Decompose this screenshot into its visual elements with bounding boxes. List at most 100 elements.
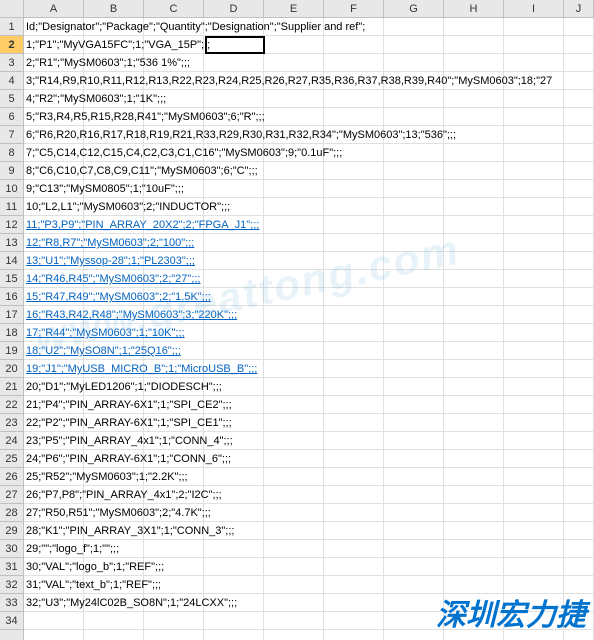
- cell-content[interactable]: 7;"C5,C14,C12,C15,C4,C2,C3,C1,C16";"MySM…: [24, 144, 342, 161]
- sheet-row[interactable]: 23;"P5";"PIN_ARRAY_4x1";1;"CONN_4";;;: [24, 432, 594, 450]
- cell-content[interactable]: [24, 612, 26, 629]
- column-header[interactable]: A: [24, 0, 84, 18]
- row-header[interactable]: 24: [0, 432, 23, 450]
- sheet-row[interactable]: 12;"R8,R7";"MySM0603";2;"100";;;: [24, 234, 594, 252]
- cell-content[interactable]: 2;"R1";"MySM0603";1;"536 1%";;;: [24, 54, 190, 71]
- column-header[interactable]: F: [324, 0, 384, 18]
- row-header[interactable]: 15: [0, 270, 23, 288]
- cell-content[interactable]: 1;"P1";"MyVGA15FC";1;"VGA_15P";;;: [24, 36, 210, 53]
- sheet-row[interactable]: 25;"R52";"MySM0603";1;"2.2K";;;: [24, 468, 594, 486]
- row-header[interactable]: 7: [0, 126, 23, 144]
- cell-content[interactable]: 18;"U2";"MySO8N";1;"25Q16";;;: [24, 342, 181, 359]
- cell-content[interactable]: 20;"D1";"MyLED1206";1;"DIODESCH";;;: [24, 378, 222, 395]
- row-header[interactable]: 23: [0, 414, 23, 432]
- cell-content[interactable]: 30;"VAL";"logo_b";1;"REF";;;: [24, 558, 164, 575]
- cell-content[interactable]: 4;"R2";"MySM0603";1;"1K";;;: [24, 90, 166, 107]
- column-header[interactable]: B: [84, 0, 144, 18]
- row-header[interactable]: 20: [0, 360, 23, 378]
- cell-content[interactable]: Id;"Designator";"Package";"Quantity";"De…: [24, 18, 365, 35]
- sheet-row[interactable]: 28;"K1";"PIN_ARRAY_3X1";1;"CONN_3";;;: [24, 522, 594, 540]
- row-header[interactable]: 22: [0, 396, 23, 414]
- cell-content[interactable]: 28;"K1";"PIN_ARRAY_3X1";1;"CONN_3";;;: [24, 522, 234, 539]
- sheet-row[interactable]: 11;"P3,P9";"PIN_ARRAY_20X2";2;"FPGA_J1";…: [24, 216, 594, 234]
- cell-content[interactable]: 5;"R3,R4,R5,R15,R28,R41";"MySM0603";6;"R…: [24, 108, 265, 125]
- sheet-row[interactable]: 17;"R44";"MySM0603";1;"10K";;;: [24, 324, 594, 342]
- sheet-row[interactable]: 26;"P7,P8";"PIN_ARRAY_4x1";2;"I2C";;;: [24, 486, 594, 504]
- column-header[interactable]: C: [144, 0, 204, 18]
- sheet-row[interactable]: 18;"U2";"MySO8N";1;"25Q16";;;: [24, 342, 594, 360]
- sheet-row[interactable]: 4;"R2";"MySM0603";1;"1K";;;: [24, 90, 594, 108]
- sheet-row[interactable]: 22;"P2";"PIN_ARRAY-6X1";1;"SPI_CE1";;;: [24, 414, 594, 432]
- cell-content[interactable]: 17;"R44";"MySM0603";1;"10K";;;: [24, 324, 185, 341]
- row-header[interactable]: 32: [0, 576, 23, 594]
- row-header[interactable]: 1: [0, 18, 23, 36]
- cell-content[interactable]: 11;"P3,P9";"PIN_ARRAY_20X2";2;"FPGA_J1";…: [24, 216, 259, 233]
- sheet-row[interactable]: 27;"R50,R51";"MySM0603";2;"4.7K";;;: [24, 504, 594, 522]
- sheet-row[interactable]: 10;"L2,L1";"MySM0603";2;"INDUCTOR";;;: [24, 198, 594, 216]
- column-header[interactable]: E: [264, 0, 324, 18]
- cell-content[interactable]: 24;"P6";"PIN_ARRAY-6X1";1;"CONN_6";;;: [24, 450, 231, 467]
- sheet-row[interactable]: 7;"C5,C14,C12,C15,C4,C2,C3,C1,C16";"MySM…: [24, 144, 594, 162]
- cell-content[interactable]: 23;"P5";"PIN_ARRAY_4x1";1;"CONN_4";;;: [24, 432, 233, 449]
- sheet-row[interactable]: 9;"C13";"MySM0805";1;"10uF";;;: [24, 180, 594, 198]
- row-header[interactable]: 17: [0, 306, 23, 324]
- sheet-row[interactable]: 30;"VAL";"logo_b";1;"REF";;;: [24, 558, 594, 576]
- sheet-row[interactable]: 20;"D1";"MyLED1206";1;"DIODESCH";;;: [24, 378, 594, 396]
- cell-content[interactable]: 8;"C6,C10,C7,C8,C9,C11";"MySM0603";6;"C"…: [24, 162, 258, 179]
- sheet-row[interactable]: 3;"R14,R9,R10,R11,R12,R13,R22,R23,R24,R2…: [24, 72, 594, 90]
- sheet-row[interactable]: 14;"R46,R45";"MySM0603";2;"27";;;: [24, 270, 594, 288]
- sheet-row[interactable]: 19;"J1";"MyUSB_MICRO_B";1;"MicroUSB_B";;…: [24, 360, 594, 378]
- row-header[interactable]: 33: [0, 594, 23, 612]
- cell-content[interactable]: 3;"R14,R9,R10,R11,R12,R13,R22,R23,R24,R2…: [24, 72, 552, 89]
- row-header[interactable]: 31: [0, 558, 23, 576]
- cell-content[interactable]: 10;"L2,L1";"MySM0603";2;"INDUCTOR";;;: [24, 198, 230, 215]
- row-header[interactable]: 21: [0, 378, 23, 396]
- row-header[interactable]: 18: [0, 324, 23, 342]
- row-header[interactable]: 5: [0, 90, 23, 108]
- sheet-row[interactable]: 5;"R3,R4,R5,R15,R28,R41";"MySM0603";6;"R…: [24, 108, 594, 126]
- row-header[interactable]: 10: [0, 180, 23, 198]
- cell-content[interactable]: 14;"R46,R45";"MySM0603";2;"27";;;: [24, 270, 200, 287]
- row-header[interactable]: 12: [0, 216, 23, 234]
- cell-content[interactable]: 21;"P4";"PIN_ARRAY-6X1";1;"SPI_CE2";;;: [24, 396, 232, 413]
- cell-content[interactable]: 6;"R6,R20,R16,R17,R18,R19,R21,R33,R29,R3…: [24, 126, 456, 143]
- cell-content[interactable]: 16;"R43,R42,R48";"MySM0603";3;"220K";;;: [24, 306, 237, 323]
- row-header[interactable]: 6: [0, 108, 23, 126]
- row-header[interactable]: 27: [0, 486, 23, 504]
- row-header[interactable]: 30: [0, 540, 23, 558]
- column-header[interactable]: G: [384, 0, 444, 18]
- cell-content[interactable]: 27;"R50,R51";"MySM0603";2;"4.7K";;;: [24, 504, 211, 521]
- sheet-row[interactable]: 21;"P4";"PIN_ARRAY-6X1";1;"SPI_CE2";;;: [24, 396, 594, 414]
- cell-content[interactable]: 19;"J1";"MyUSB_MICRO_B";1;"MicroUSB_B";;…: [24, 360, 257, 377]
- cell-content[interactable]: 15;"R47,R49";"MySM0603";2;"1.5K";;;: [24, 288, 211, 305]
- cell-content[interactable]: 13;"U1";"Myssop-28";1;"PL2303";;;: [24, 252, 195, 269]
- cell-content[interactable]: 31;"VAL";"text_b";1;"REF";;;: [24, 576, 161, 593]
- row-header[interactable]: 8: [0, 144, 23, 162]
- cell-content[interactable]: 22;"P2";"PIN_ARRAY-6X1";1;"SPI_CE1";;;: [24, 414, 232, 431]
- column-header[interactable]: J: [564, 0, 594, 18]
- select-all-corner[interactable]: [0, 0, 24, 18]
- row-header[interactable]: 14: [0, 252, 23, 270]
- sheet-row[interactable]: 24;"P6";"PIN_ARRAY-6X1";1;"CONN_6";;;: [24, 450, 594, 468]
- row-header[interactable]: 26: [0, 468, 23, 486]
- sheet-row[interactable]: 29;"";"logo_f";1;"";;;: [24, 540, 594, 558]
- row-header[interactable]: 13: [0, 234, 23, 252]
- column-header[interactable]: H: [444, 0, 504, 18]
- row-header[interactable]: 28: [0, 504, 23, 522]
- cell-content[interactable]: 12;"R8,R7";"MySM0603";2;"100";;;: [24, 234, 194, 251]
- cell-content[interactable]: 29;"";"logo_f";1;"";;;: [24, 540, 119, 557]
- column-header[interactable]: I: [504, 0, 564, 18]
- row-header[interactable]: 19: [0, 342, 23, 360]
- cell-content[interactable]: 32;"U3";"My24lC02B_SO8N";1;"24LCXX";;;: [24, 594, 237, 611]
- row-header[interactable]: 29: [0, 522, 23, 540]
- cell-grid[interactable]: Id;"Designator";"Package";"Quantity";"De…: [24, 18, 594, 640]
- sheet-row[interactable]: 15;"R47,R49";"MySM0603";2;"1.5K";;;: [24, 288, 594, 306]
- sheet-row[interactable]: 16;"R43,R42,R48";"MySM0603";3;"220K";;;: [24, 306, 594, 324]
- sheet-row[interactable]: 8;"C6,C10,C7,C8,C9,C11";"MySM0603";6;"C"…: [24, 162, 594, 180]
- sheet-row[interactable]: Id;"Designator";"Package";"Quantity";"De…: [24, 18, 594, 36]
- sheet-row[interactable]: 6;"R6,R20,R16,R17,R18,R19,R21,R33,R29,R3…: [24, 126, 594, 144]
- row-header[interactable]: 4: [0, 72, 23, 90]
- row-header[interactable]: 34: [0, 612, 23, 630]
- row-header[interactable]: 11: [0, 198, 23, 216]
- cell-content[interactable]: 9;"C13";"MySM0805";1;"10uF";;;: [24, 180, 184, 197]
